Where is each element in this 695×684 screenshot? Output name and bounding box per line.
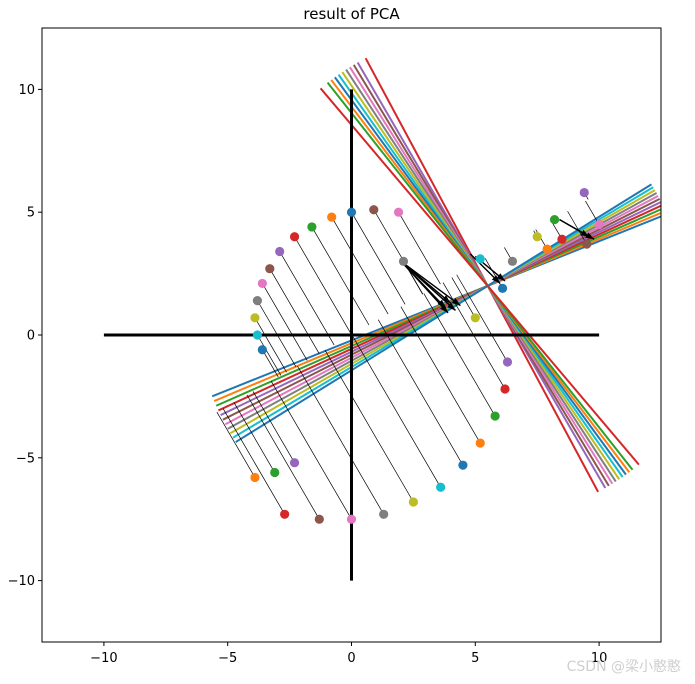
projection-line [567,211,588,245]
scatter-point [557,234,567,244]
arrow-head [442,295,451,304]
plot-area [103,57,661,581]
projection-line [246,394,320,520]
scatter-point [307,222,317,232]
scatter-point [458,460,468,470]
x-tick-label: 0 [347,651,355,666]
scatter-point [289,232,300,242]
x-tick-label: −5 [218,651,237,666]
arrow-head [447,302,456,311]
scatter-point [436,482,446,492]
x-tick-label: 5 [471,651,479,666]
scatter-point [594,219,604,230]
scatter-point [265,264,275,274]
scatter-point [275,246,285,257]
scatter-point [497,283,508,293]
secondary-line [319,87,640,466]
projection-line [331,216,389,315]
projection-line [262,349,279,378]
y-tick-label: −10 [8,574,35,589]
projection-line [351,334,441,488]
projection-line [398,212,441,285]
principal-line [235,183,652,443]
projection-line [294,236,352,336]
y-tick-label: 5 [27,206,35,221]
scatter-point [532,232,542,242]
scatter-point [252,330,263,340]
x-tick-label: 10 [591,651,608,666]
arrow [400,260,461,307]
arrow [400,260,449,314]
scatter-point [507,256,518,266]
projection-line [377,319,464,466]
scatter-point [475,438,485,448]
scatter-point [369,205,379,215]
scatter-point [470,313,480,323]
scatter-point [270,467,280,478]
scatter-point [280,509,290,519]
projection-line [297,365,384,515]
projection-line [423,293,496,417]
scatter-point [475,254,485,264]
scatter-point [379,509,389,519]
arrow-head [491,275,501,284]
projection-line [222,408,285,515]
scatter-point [542,244,552,254]
scatter-point [250,472,260,483]
projection-line [451,277,476,318]
scatter-point [250,313,260,323]
arrow-head [440,304,449,313]
watermark: CSDN @梁小憨憨 [566,659,681,675]
projection-line [257,334,282,376]
x-tick-label: −10 [90,651,117,666]
projection-line [216,411,256,478]
scatter-point [579,187,589,198]
axis-ticks: −10 −5 0 5 10 −10 −5 0 5 10 [8,83,608,666]
arrow-head [585,232,595,240]
scatter-point [257,345,267,355]
scatter-point [500,384,510,394]
scatter-point [549,214,560,225]
scatter-point [502,357,513,367]
projection-line [279,251,335,346]
scatter-point [346,207,357,217]
projection-line [456,274,508,363]
scatter-point [398,256,409,266]
arrow-head [496,273,506,281]
projection-line [252,391,295,463]
chart-title: result of PCA [303,5,400,23]
scatter-point [346,514,357,524]
projection-line [311,226,370,326]
projection-line [351,212,406,305]
scatter-point [314,514,324,524]
arrow-head [451,298,461,306]
projection-line [262,283,308,361]
projection-line [233,402,276,473]
scatter-point [490,411,500,421]
projection-line [324,349,414,503]
projection-line [270,380,352,520]
projection-line [254,317,287,373]
projection-line [400,306,481,444]
scatter-point [327,212,337,222]
scatter-point [289,458,300,468]
scatter-point [252,296,263,306]
y-tick-label: −5 [16,451,35,466]
scatter-point [582,239,592,249]
scatter-point [393,207,404,217]
scatter-point [257,278,267,289]
scatter-point [408,497,418,507]
y-tick-label: 10 [18,83,35,98]
projection-line [269,268,320,354]
y-tick-label: 0 [27,329,35,344]
